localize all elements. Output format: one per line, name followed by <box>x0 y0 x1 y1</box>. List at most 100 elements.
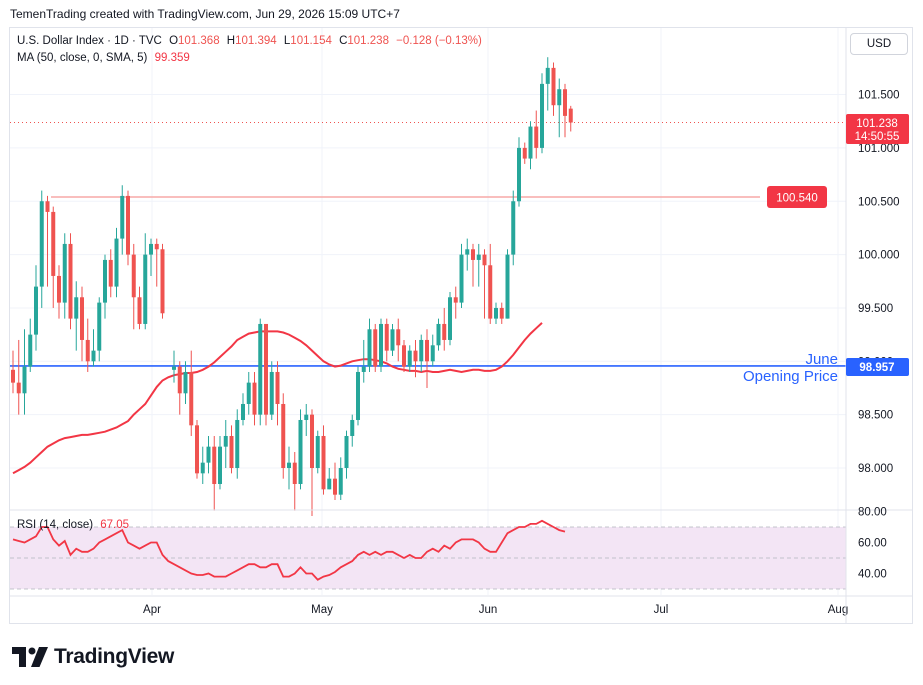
candle <box>287 446 291 490</box>
candle-body <box>338 468 343 495</box>
candle <box>252 371 257 426</box>
candle-body <box>292 462 297 485</box>
candle <box>471 243 475 287</box>
candle <box>557 78 562 138</box>
candle-body <box>528 126 533 159</box>
candle <box>568 105 573 132</box>
candle <box>212 435 217 511</box>
candle-body <box>390 329 395 351</box>
candle <box>327 468 332 490</box>
currency-button[interactable]: USD <box>850 33 908 55</box>
last-price-label-bg <box>846 114 909 144</box>
candle <box>143 233 148 330</box>
candle-body <box>57 275 61 303</box>
candle <box>545 57 550 111</box>
ma-value: 99.359 <box>154 52 190 64</box>
candle-body <box>356 371 360 420</box>
candle-body <box>327 478 332 490</box>
price-labels-group: 100.540 101.238 14:50:55 98.957 June Ope… <box>743 114 909 385</box>
candle-body <box>264 323 268 415</box>
candle-body <box>85 339 90 362</box>
candle <box>246 371 251 415</box>
candle <box>430 334 435 367</box>
tradingview-logo[interactable]: TradingView <box>12 644 174 670</box>
countdown-label: 14:50:55 <box>855 131 900 143</box>
candle-body <box>568 108 573 123</box>
close-value: 101.238 <box>347 35 389 47</box>
candle <box>34 265 38 351</box>
chart-frame <box>9 27 913 624</box>
june-open-price-label: 98.957 <box>859 362 894 374</box>
price-levels <box>10 122 846 367</box>
candle-body <box>206 446 211 463</box>
rsi-line <box>12 519 566 581</box>
candle-body <box>34 286 38 335</box>
candle <box>108 249 113 298</box>
candle <box>442 307 447 351</box>
price-tick-label: 100.500 <box>858 196 900 208</box>
candle <box>264 323 268 426</box>
june-open-label-bg <box>846 358 909 376</box>
candle <box>511 190 516 266</box>
ma-label: MA (50, close, 0, SMA, 5) <box>17 52 148 64</box>
candle-body <box>16 382 21 394</box>
chart-credit: TemenTrading created with TradingView.co… <box>10 7 400 21</box>
candle <box>281 393 286 479</box>
candle <box>310 409 314 517</box>
time-tick-label: Apr <box>143 604 161 616</box>
candle-body <box>396 329 401 346</box>
candle <box>22 329 27 415</box>
price-tick-label: 98.500 <box>858 410 893 422</box>
candle-body <box>287 462 291 468</box>
candle-body <box>143 254 148 324</box>
candle <box>384 318 389 362</box>
candle-body <box>540 83 544 148</box>
candle <box>344 430 349 479</box>
candle-body <box>482 254 487 266</box>
candle <box>563 83 567 138</box>
candle <box>91 329 96 367</box>
candle <box>57 265 61 319</box>
time-tick-label: Jul <box>654 604 669 616</box>
candle <box>551 62 556 116</box>
candle-body <box>488 265 493 319</box>
candle-body <box>126 195 130 255</box>
rsi-label: RSI (14, close) <box>17 519 94 531</box>
candle <box>235 409 240 479</box>
candle <box>137 286 142 330</box>
candle-body <box>471 249 475 260</box>
ma-legend[interactable]: MA (50, close, 0, SMA, 5) 99.359 <box>17 52 194 64</box>
candle-body <box>177 366 182 394</box>
ohlc-legend: U.S. Dollar Index · 1D · TVC O101.368 H1… <box>17 35 486 47</box>
candle-body <box>505 254 510 319</box>
candle <box>120 185 125 255</box>
candle <box>189 350 194 436</box>
candle-body <box>39 201 44 287</box>
last-price-label: 101.238 <box>856 118 898 130</box>
candle-body <box>11 369 15 383</box>
candle-body <box>200 462 205 474</box>
candle-body <box>74 297 79 319</box>
rsi-tick-label: 40.00 <box>858 569 887 581</box>
candle <box>62 233 67 319</box>
high-value: 101.394 <box>235 35 277 47</box>
candle-body <box>563 89 567 116</box>
candle <box>126 190 130 266</box>
candle-body <box>557 89 562 106</box>
candle-body <box>407 350 412 367</box>
rsi-legend[interactable]: RSI (14, close) 67.05 <box>17 519 133 531</box>
candle <box>51 206 56 308</box>
candle <box>80 286 84 362</box>
candle <box>177 361 182 415</box>
candle <box>499 302 504 324</box>
candle-body <box>494 307 498 319</box>
candle <box>223 419 228 468</box>
candle-body <box>384 323 389 351</box>
candle <box>459 243 464 308</box>
candle <box>453 286 458 319</box>
candle <box>321 425 326 495</box>
candle-body <box>476 254 481 260</box>
candle-body <box>218 446 222 485</box>
candle-body <box>269 371 274 415</box>
